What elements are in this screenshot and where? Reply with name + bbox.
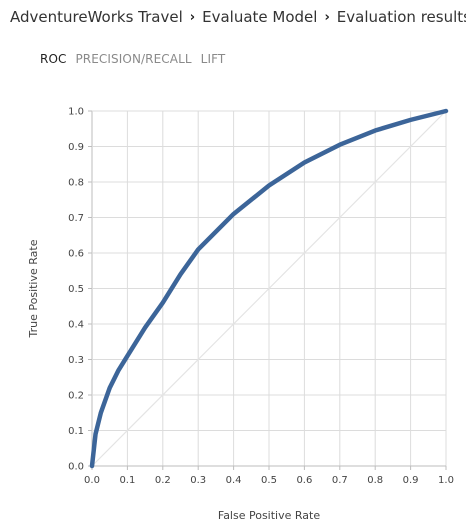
y-tick-label: 0.8: [68, 178, 84, 189]
y-tick-label: 0.3: [68, 355, 84, 366]
y-tick-label: 1.0: [68, 107, 84, 118]
y-tick-label: 0.5: [68, 284, 84, 295]
breadcrumb-item-adventureworks-travel[interactable]: AdventureWorks Travel: [10, 8, 183, 26]
x-tick-label: 0.1: [119, 475, 135, 486]
tab-lift[interactable]: LIFT: [200, 52, 226, 66]
x-tick-label: 0.3: [190, 475, 206, 486]
roc-curve-line: [89, 108, 449, 469]
chart-tabs: ROC PRECISION/RECALL LIFT: [40, 52, 225, 66]
breadcrumb-item-evaluation-results: Evaluation results: [336, 8, 466, 26]
x-tick-label: 0.2: [155, 475, 171, 486]
breadcrumb-separator-icon: ›: [324, 9, 330, 25]
breadcrumb-item-evaluate-model[interactable]: Evaluate Model: [202, 8, 318, 26]
x-tick-label: 0.5: [261, 475, 277, 486]
x-tick-label: 0.6: [296, 475, 312, 486]
x-tick-label: 0.7: [332, 475, 348, 486]
y-tick-label: 0.6: [68, 249, 84, 260]
x-tick-label: 0.4: [226, 475, 242, 486]
tab-roc[interactable]: ROC: [40, 52, 67, 66]
diagonal-reference-line: [91, 110, 447, 467]
x-tick-label: 0.8: [367, 475, 383, 486]
chart-ticks: 0.0 0.1 0.2 0.3 0.4 0.5 0.6 0.7 0.8 0.9 1.0 0.0 0.1 0…: [68, 107, 454, 487]
chart-series: [89, 108, 449, 469]
breadcrumb-separator-icon: ›: [189, 9, 196, 25]
y-tick-label: 0.9: [68, 142, 84, 153]
x-tick-label: 0.9: [403, 475, 419, 486]
tab-precision-recall[interactable]: PRECISION/RECALL: [75, 52, 192, 66]
y-tick-label: 0.7: [68, 213, 84, 224]
y-tick-label: 0.2: [68, 391, 84, 402]
y-axis-label: True Positive Rate: [27, 239, 40, 338]
x-axis-label: False Positive Rate: [218, 509, 320, 522]
x-tick-label: 0.0: [84, 475, 100, 486]
x-tick-label: 1.0: [438, 475, 454, 486]
chart-grid: [88, 110, 447, 470]
breadcrumb: AdventureWorks Travel › Evaluate Model ›…: [10, 8, 466, 26]
y-tick-label: 0.0: [68, 462, 84, 473]
y-tick-label: 0.4: [68, 320, 84, 331]
y-tick-label: 0.1: [68, 426, 84, 437]
